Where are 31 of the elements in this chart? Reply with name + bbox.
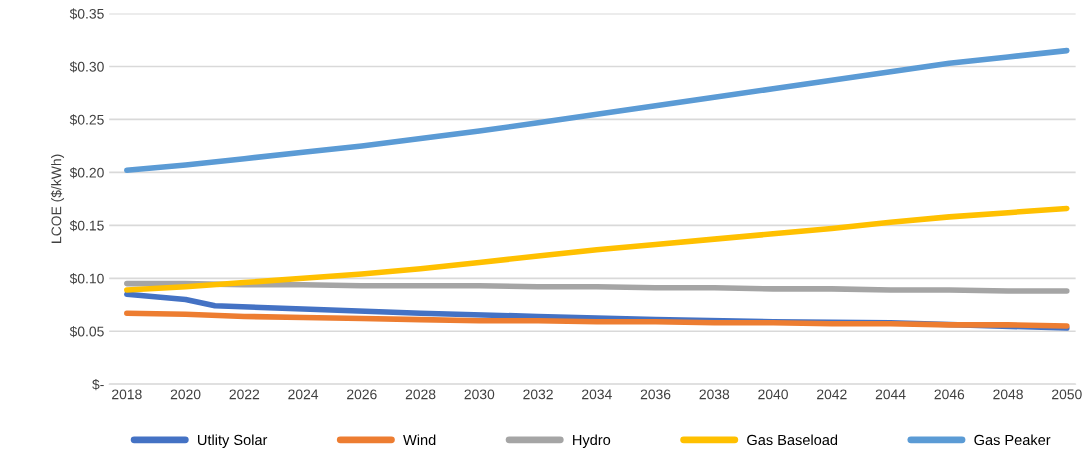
- y-tick-label: $0.05: [69, 326, 104, 338]
- x-tick-label: 2020: [170, 389, 201, 400]
- x-tick-label: 2018: [112, 389, 142, 400]
- legend-label: Gas Baseload: [747, 434, 838, 446]
- x-tick-label: 2024: [288, 389, 319, 400]
- x-tick-label: 2044: [875, 389, 906, 400]
- y-tick-label: $0.20: [69, 167, 104, 179]
- y-tick-label: $0.35: [69, 8, 104, 20]
- x-tick-label: 2046: [934, 389, 965, 400]
- legend-label: Utlity Solar: [198, 434, 268, 448]
- x-tick-label: 2030: [464, 389, 495, 400]
- x-tick-label: 2042: [817, 389, 847, 400]
- y-tick-label: $-: [92, 378, 104, 391]
- y-tick-label: $0.15: [69, 220, 104, 232]
- x-tick-label: 2050: [1052, 389, 1082, 400]
- x-tick-label: 2034: [582, 389, 612, 400]
- x-tick-label: 2032: [523, 389, 553, 400]
- legend-label: Hydro: [573, 434, 611, 448]
- y-tick-label: $0.30: [69, 61, 104, 73]
- y-tick-label: $0.25: [69, 114, 104, 126]
- x-tick-label: 2022: [229, 389, 260, 400]
- x-tick-label: 2036: [640, 389, 671, 400]
- x-tick-label: 2040: [758, 389, 788, 400]
- x-tick-label: 2048: [993, 389, 1023, 400]
- legend-label: Wind: [403, 434, 436, 446]
- legend-label: Gas Peaker: [974, 434, 1051, 446]
- x-tick-label: 2028: [405, 389, 436, 400]
- y-axis-title: LCOE ($/kWh): [50, 154, 65, 243]
- x-tick-label: 2038: [699, 389, 730, 400]
- x-tick-label: 2026: [347, 389, 377, 400]
- y-tick-label: $0.10: [69, 273, 104, 285]
